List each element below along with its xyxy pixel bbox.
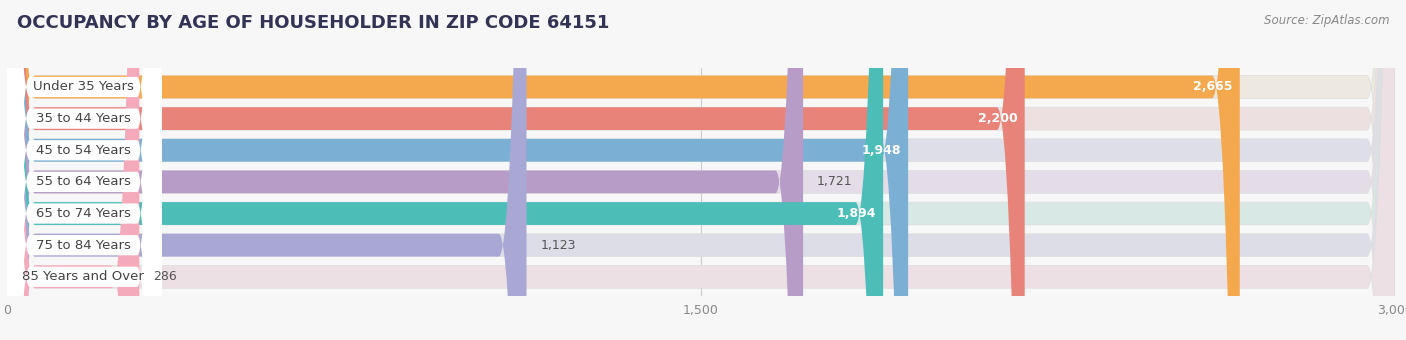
Text: 35 to 44 Years: 35 to 44 Years xyxy=(37,112,131,125)
Text: 65 to 74 Years: 65 to 74 Years xyxy=(37,207,131,220)
FancyBboxPatch shape xyxy=(4,0,162,340)
FancyBboxPatch shape xyxy=(7,0,1395,340)
FancyBboxPatch shape xyxy=(4,0,162,340)
FancyBboxPatch shape xyxy=(7,0,1395,340)
Text: 286: 286 xyxy=(153,270,177,283)
FancyBboxPatch shape xyxy=(7,0,1395,340)
FancyBboxPatch shape xyxy=(7,0,1395,340)
FancyBboxPatch shape xyxy=(7,0,1395,340)
FancyBboxPatch shape xyxy=(7,0,1395,340)
FancyBboxPatch shape xyxy=(7,0,1395,340)
Text: 45 to 54 Years: 45 to 54 Years xyxy=(37,144,131,157)
FancyBboxPatch shape xyxy=(7,0,908,340)
FancyBboxPatch shape xyxy=(7,0,139,340)
Text: 75 to 84 Years: 75 to 84 Years xyxy=(37,239,131,252)
Text: 85 Years and Over: 85 Years and Over xyxy=(22,270,145,283)
Text: 1,894: 1,894 xyxy=(837,207,876,220)
Text: Source: ZipAtlas.com: Source: ZipAtlas.com xyxy=(1264,14,1389,27)
Text: 55 to 64 Years: 55 to 64 Years xyxy=(37,175,131,188)
Text: 1,123: 1,123 xyxy=(540,239,576,252)
Text: 2,665: 2,665 xyxy=(1194,81,1233,94)
Text: Under 35 Years: Under 35 Years xyxy=(32,81,134,94)
FancyBboxPatch shape xyxy=(7,0,1240,340)
FancyBboxPatch shape xyxy=(4,0,162,340)
FancyBboxPatch shape xyxy=(4,0,162,340)
Text: 1,948: 1,948 xyxy=(862,144,901,157)
FancyBboxPatch shape xyxy=(7,0,883,340)
FancyBboxPatch shape xyxy=(4,0,162,340)
Text: 1,721: 1,721 xyxy=(817,175,852,188)
FancyBboxPatch shape xyxy=(7,0,803,340)
FancyBboxPatch shape xyxy=(7,0,526,340)
FancyBboxPatch shape xyxy=(4,0,162,340)
FancyBboxPatch shape xyxy=(4,0,162,340)
Text: OCCUPANCY BY AGE OF HOUSEHOLDER IN ZIP CODE 64151: OCCUPANCY BY AGE OF HOUSEHOLDER IN ZIP C… xyxy=(17,14,609,32)
FancyBboxPatch shape xyxy=(7,0,1025,340)
Text: 2,200: 2,200 xyxy=(979,112,1018,125)
